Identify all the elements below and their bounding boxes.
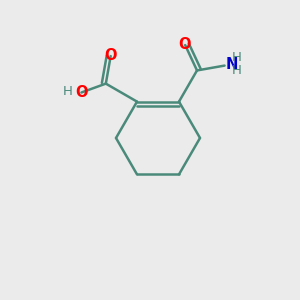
Text: O: O	[178, 37, 190, 52]
Text: H: H	[232, 64, 242, 77]
Text: H: H	[232, 51, 242, 64]
Text: O: O	[104, 48, 117, 63]
Text: N: N	[226, 57, 238, 72]
Text: O: O	[75, 85, 88, 100]
Text: H: H	[62, 85, 72, 98]
